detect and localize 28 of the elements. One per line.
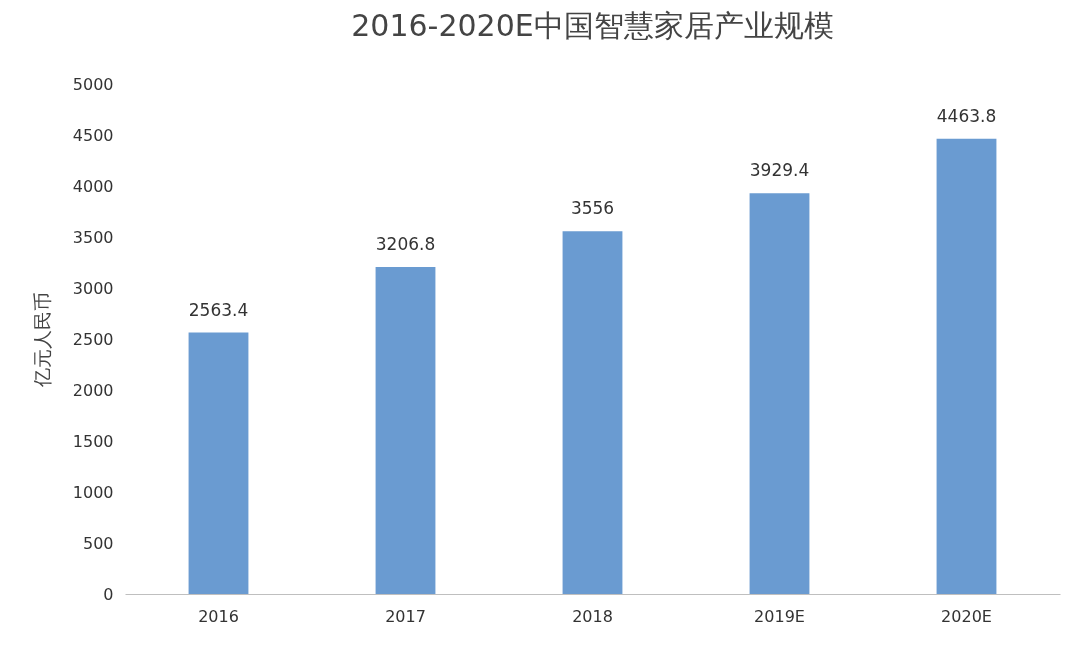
y-tick-label: 2000 [72, 380, 114, 400]
y-tick-label: 1500 [72, 431, 114, 451]
y-tick-label: 2500 [72, 329, 114, 349]
data-label: 4463.8 [936, 105, 997, 126]
data-label: 3929.4 [749, 160, 810, 181]
x-tick-label: 2019E [754, 606, 805, 626]
y-tick-label: 500 [82, 533, 114, 553]
y-tick-label: 5000 [72, 74, 114, 94]
data-label: 3556 [570, 198, 615, 219]
bar [936, 138, 997, 594]
x-tick-label: 2020E [941, 606, 992, 626]
y-tick-label: 3500 [72, 227, 114, 247]
bar [749, 193, 810, 594]
y-axis-title: 亿元人民币 [30, 292, 53, 388]
y-tick-label: 4000 [72, 176, 114, 196]
y-tick-label: 3000 [72, 278, 114, 298]
x-tick-label: 2016 [198, 606, 239, 626]
bar [375, 266, 436, 594]
x-tick-label: 2018 [572, 606, 613, 626]
chart-title: 2016-2020E中国智慧家居产业规模 [351, 8, 834, 43]
y-tick-label: 1000 [72, 482, 114, 502]
data-label: 3206.8 [375, 233, 436, 254]
bar [562, 231, 623, 594]
y-tick-label: 0 [103, 584, 114, 604]
y-tick-label: 4500 [72, 125, 114, 145]
x-tick-label: 2017 [385, 606, 426, 626]
bar [188, 332, 249, 594]
data-label: 2563.4 [188, 299, 249, 320]
